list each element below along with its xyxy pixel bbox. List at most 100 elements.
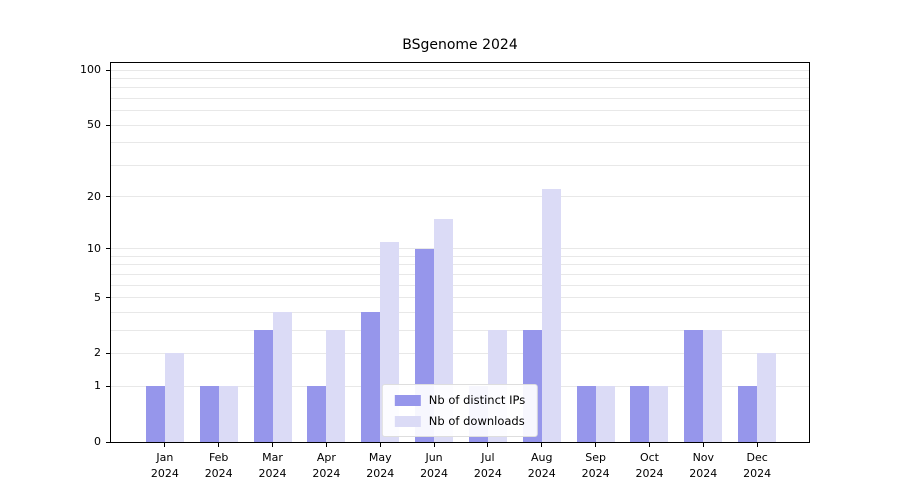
x-axis-tick-label-jun: Jun 2024 bbox=[404, 450, 464, 482]
year-label: 2024 bbox=[258, 466, 287, 480]
year-label: 2024 bbox=[527, 466, 556, 480]
gridline bbox=[111, 142, 809, 144]
x-axis-tick-label-sep: Sep 2024 bbox=[566, 450, 626, 482]
legend-item-downloads: Nb of downloads bbox=[394, 414, 525, 428]
x-axis-tick-label-aug: Aug 2024 bbox=[512, 450, 572, 482]
month-label: Feb bbox=[208, 451, 229, 464]
x-axis-tick bbox=[325, 442, 327, 447]
y-axis-tick-label: 0 bbox=[94, 435, 101, 448]
year-label: 2024 bbox=[473, 466, 502, 480]
bar-nb-of-distinct-ips-mar-2024 bbox=[253, 330, 273, 442]
gridline bbox=[111, 329, 809, 331]
gridline bbox=[111, 311, 809, 313]
gridline bbox=[111, 273, 809, 275]
y-axis-tick bbox=[106, 352, 111, 354]
x-axis-tick bbox=[487, 442, 489, 447]
gridline bbox=[111, 77, 809, 79]
bar-nb-of-distinct-ips-feb-2024 bbox=[199, 386, 219, 442]
legend-label-downloads: Nb of downloads bbox=[428, 414, 525, 428]
y-axis-tick-label: 1 bbox=[94, 379, 101, 393]
x-axis-tick-label-dec: Dec 2024 bbox=[727, 450, 787, 482]
y-axis-tick-label: 20 bbox=[87, 189, 101, 203]
x-axis-tick bbox=[756, 442, 758, 447]
bar-nb-of-downloads-oct-2024 bbox=[649, 386, 669, 442]
x-axis-tick bbox=[433, 442, 435, 447]
legend-label-distinct-ips: Nb of distinct IPs bbox=[428, 393, 526, 407]
bar-nb-of-downloads-mar-2024 bbox=[272, 312, 292, 442]
bar-nb-of-downloads-dec-2024 bbox=[757, 353, 777, 442]
gridline bbox=[111, 264, 809, 266]
legend: Nb of distinct IPs Nb of downloads bbox=[381, 384, 539, 437]
bar-nb-of-downloads-jan-2024 bbox=[164, 353, 184, 442]
x-axis-tick-label-apr: Apr 2024 bbox=[296, 450, 356, 482]
plot-area: Nb of distinct IPs Nb of downloads 0 1 2 5 1… bbox=[80, 62, 810, 480]
legend-swatch-downloads bbox=[394, 415, 421, 427]
x-axis-tick bbox=[541, 442, 543, 447]
x-axis-tick-label-jan: Jan 2024 bbox=[135, 450, 195, 482]
year-label: 2024 bbox=[689, 466, 718, 480]
gridline bbox=[111, 255, 809, 257]
month-label: Dec bbox=[746, 451, 768, 464]
y-axis-tick bbox=[106, 385, 111, 387]
month-label: Oct bbox=[639, 451, 659, 464]
x-axis-tick-label-may: May 2024 bbox=[350, 450, 410, 482]
legend-item-distinct-ips: Nb of distinct IPs bbox=[394, 393, 526, 407]
bar-nb-of-downloads-sep-2024 bbox=[595, 386, 615, 442]
gridline bbox=[111, 196, 809, 198]
gridline bbox=[111, 164, 809, 166]
y-axis-tick-label: 5 bbox=[94, 290, 101, 304]
year-label: 2024 bbox=[581, 466, 610, 480]
y-axis-tick bbox=[106, 441, 111, 443]
month-label: Apr bbox=[316, 451, 336, 464]
bar-nb-of-downloads-apr-2024 bbox=[326, 330, 346, 442]
gridline bbox=[111, 69, 809, 71]
bar-nb-of-distinct-ips-jan-2024 bbox=[145, 386, 165, 442]
x-axis-tick-label-oct: Oct 2024 bbox=[619, 450, 679, 482]
gridline bbox=[111, 97, 809, 99]
y-axis-tick-label: 50 bbox=[87, 118, 101, 132]
bar-nb-of-distinct-ips-sep-2024 bbox=[576, 386, 596, 442]
y-axis-tick-label: 10 bbox=[87, 241, 101, 255]
bar-nb-of-distinct-ips-apr-2024 bbox=[307, 386, 327, 442]
x-axis-tick-label-mar: Mar 2024 bbox=[243, 450, 303, 482]
gridline bbox=[111, 110, 809, 112]
year-label: 2024 bbox=[635, 466, 664, 480]
year-label: 2024 bbox=[420, 466, 449, 480]
gridline bbox=[111, 297, 809, 299]
bar-nb-of-distinct-ips-dec-2024 bbox=[738, 386, 758, 442]
x-axis-tick bbox=[164, 442, 166, 447]
y-axis-tick-label: 100 bbox=[80, 63, 101, 77]
y-axis-tick bbox=[106, 124, 111, 126]
x-axis-tick-label-nov: Nov 2024 bbox=[673, 450, 733, 482]
month-label: Jan bbox=[156, 451, 174, 464]
bar-nb-of-distinct-ips-may-2024 bbox=[361, 312, 381, 442]
bar-nb-of-downloads-nov-2024 bbox=[703, 330, 723, 442]
y-axis-tick bbox=[106, 297, 111, 299]
y-axis-tick bbox=[106, 196, 111, 198]
year-label: 2024 bbox=[150, 466, 179, 480]
x-axis-tick bbox=[218, 442, 220, 447]
gridline bbox=[111, 124, 809, 126]
year-label: 2024 bbox=[204, 466, 233, 480]
month-label: Mar bbox=[262, 451, 283, 464]
legend-swatch-distinct-ips bbox=[394, 394, 421, 406]
year-label: 2024 bbox=[312, 466, 341, 480]
y-axis-tick bbox=[106, 248, 111, 250]
bar-nb-of-distinct-ips-oct-2024 bbox=[630, 386, 650, 442]
bar-nb-of-distinct-ips-nov-2024 bbox=[684, 330, 704, 442]
x-axis-tick-label-jul: Jul 2024 bbox=[458, 450, 518, 482]
year-label: 2024 bbox=[366, 466, 395, 480]
x-axis-tick bbox=[595, 442, 597, 447]
bar-nb-of-downloads-aug-2024 bbox=[541, 189, 561, 442]
x-axis-tick bbox=[648, 442, 650, 447]
gridline bbox=[111, 284, 809, 286]
x-axis-tick bbox=[379, 442, 381, 447]
gridline bbox=[111, 352, 809, 354]
y-axis-tick-label: 2 bbox=[94, 346, 101, 360]
x-axis-tick bbox=[702, 442, 704, 447]
gridline bbox=[111, 87, 809, 89]
month-label: Nov bbox=[692, 451, 715, 464]
bar-nb-of-downloads-feb-2024 bbox=[218, 386, 238, 442]
y-axis-tick bbox=[106, 69, 111, 71]
